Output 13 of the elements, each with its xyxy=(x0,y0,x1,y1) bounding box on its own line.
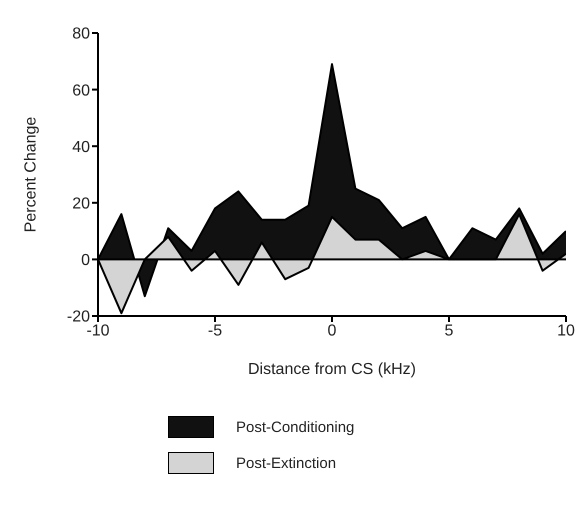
y-tick-label: 60 xyxy=(72,82,90,100)
x-tick-label: -5 xyxy=(208,322,222,340)
x-axis-title: Distance from CS (kHz) xyxy=(248,361,416,378)
x-tick-label: 5 xyxy=(444,322,454,340)
y-axis-title: Percent Change xyxy=(22,116,40,232)
x-tick-label: 10 xyxy=(557,322,575,340)
y-tick-label: 80 xyxy=(72,26,90,43)
x-tick-label: 0 xyxy=(328,322,337,340)
legend-label: Post-Conditioning xyxy=(236,418,354,436)
legend-label: Post-Extinction xyxy=(236,454,336,472)
y-tick-label: 20 xyxy=(72,195,90,212)
y-tick-label: 40 xyxy=(72,138,90,156)
y-tick-label: 0 xyxy=(81,252,90,270)
